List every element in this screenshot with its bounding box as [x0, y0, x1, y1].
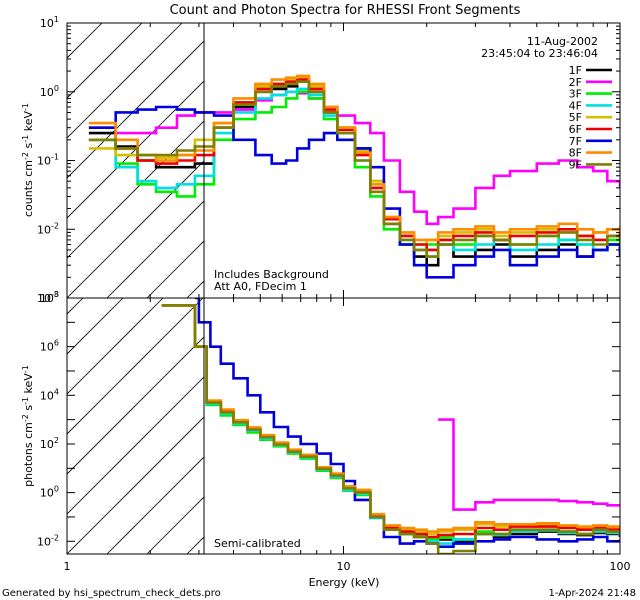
y-tick-label: 10-1 — [37, 153, 59, 168]
hatch-line — [347, 298, 603, 554]
series-7F-photons — [194, 298, 620, 548]
series-7F-counts — [88, 105, 620, 279]
hatch-line — [0, 23, 22, 298]
y-tick-label: 108 — [40, 290, 59, 305]
legend-label-5F: 5F — [569, 111, 582, 124]
series-4F-photons — [161, 304, 620, 545]
series-6F-photons — [161, 304, 620, 539]
y-tick-label: 100 — [40, 485, 59, 500]
hatch-line — [186, 536, 204, 554]
legend-label-8F: 8F — [569, 147, 582, 160]
photon-spectra-series — [161, 298, 620, 554]
hatch-line — [67, 298, 164, 395]
series-2F-photons — [438, 418, 620, 511]
count-spectrum-panel: 10-3 10-2 10-1 100 101 11-Aug-2002 23:45:04 … — [0, 15, 640, 305]
series-3F-photons — [161, 304, 620, 541]
series-9F-counts — [88, 80, 620, 258]
y-tick-label: 104 — [40, 387, 59, 402]
hatch-line — [67, 23, 183, 139]
hatch-line — [106, 456, 204, 554]
generated-by-footer: Generated by hsi_spectrum_check_dets.pro — [2, 588, 221, 599]
legend-label-2F: 2F — [569, 76, 582, 89]
y-tick-label: 10-2 — [37, 533, 59, 548]
attenuator-note: Att A0, FDecim 1 — [214, 280, 307, 293]
count-spectra-series — [88, 74, 620, 279]
hatch-line — [387, 298, 640, 554]
legend-label-4F: 4F — [569, 99, 582, 112]
hatch-line — [67, 298, 84, 315]
series-8F-photons — [161, 304, 620, 533]
hatch-line — [67, 80, 204, 219]
y-tick-label: 10-2 — [37, 221, 59, 236]
legend-label-7F: 7F — [569, 135, 582, 148]
chart-title: Count and Photon Spectra for RHESSI Fron… — [170, 3, 521, 18]
legend-label-6F: 6F — [569, 123, 582, 136]
y-tick-label: 106 — [40, 339, 59, 354]
hatch-line — [307, 298, 563, 554]
hatch-line — [427, 298, 640, 554]
plot-frame — [66, 297, 621, 555]
legend-label-3F: 3F — [569, 88, 582, 101]
y-tick-label: 102 — [40, 436, 59, 451]
hatch-line — [146, 240, 204, 298]
series-1F-counts — [88, 80, 620, 267]
hatch-line — [627, 23, 640, 298]
x-tick-label: 100 — [610, 560, 631, 573]
hatch-line — [267, 298, 523, 554]
series-9F-photons — [161, 304, 620, 554]
y-tick-label: 10-3 — [37, 290, 59, 305]
background-note: Includes Background — [214, 268, 329, 281]
hatch-line — [467, 298, 640, 554]
top-y-axis-label: counts cm-2 s-1 keV-1 — [21, 103, 35, 217]
hatch-line — [67, 298, 204, 435]
hatch-line — [267, 23, 542, 298]
bottom-y-axis-label: photons cm-2 s-1 keV-1 — [21, 365, 35, 487]
hatch-line — [146, 496, 204, 554]
calibration-note: Semi-calibrated — [214, 537, 301, 550]
hatch-line — [67, 376, 204, 515]
hatch-line — [67, 416, 204, 554]
hatch-line — [227, 298, 483, 554]
hatch-line — [67, 298, 124, 355]
hatch-line — [67, 40, 204, 179]
excluded-energy-hatch-bottom — [0, 298, 640, 554]
hatch-line — [0, 298, 3, 554]
x-tick-label: 10 — [337, 560, 351, 573]
series-8F-counts — [88, 74, 620, 242]
hatch-line — [547, 298, 640, 554]
legend-label-9F: 9F — [569, 158, 582, 171]
y-tick-label: 101 — [40, 15, 59, 30]
x-axis-label: Energy (keV) — [309, 576, 380, 589]
hatch-line — [106, 200, 204, 298]
hatch-line — [67, 23, 143, 99]
y-tick-label: 100 — [40, 84, 59, 99]
hatch-line — [587, 298, 640, 554]
series-1F-photons — [161, 304, 620, 543]
hatch-line — [67, 336, 204, 475]
hatch-line — [627, 298, 640, 554]
hatch-line — [67, 160, 204, 298]
time-range-annotation: 23:45:04 to 23:46:04 — [481, 47, 598, 60]
x-tick-label: 1 — [64, 560, 71, 573]
timestamp-footer: 1-Apr-2024 21:48 — [549, 588, 636, 599]
legend-label-1F: 1F — [569, 64, 582, 77]
date-annotation: 11-Aug-2002 — [527, 35, 598, 48]
